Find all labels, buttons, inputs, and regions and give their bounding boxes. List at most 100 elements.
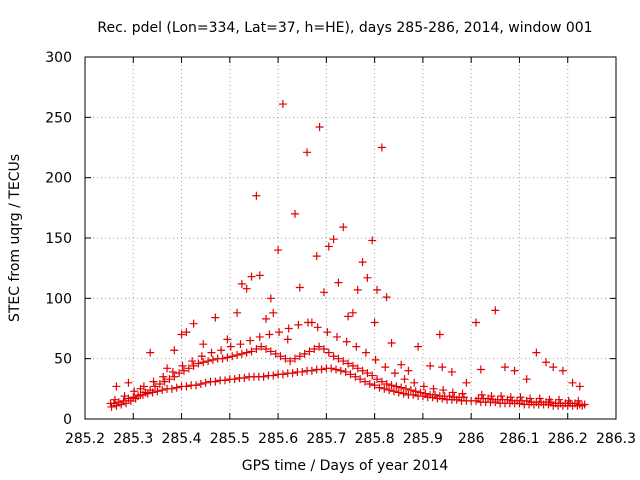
data-point	[290, 354, 299, 363]
data-point	[370, 318, 379, 327]
data-point	[313, 323, 322, 332]
data-point	[360, 377, 369, 386]
y-tick-label: 300	[45, 50, 72, 66]
data-point	[141, 388, 150, 397]
data-point	[295, 352, 304, 361]
data-point	[430, 390, 439, 399]
data-point	[542, 358, 551, 367]
data-point	[247, 272, 256, 281]
x-tick-label: 286.2	[548, 431, 588, 447]
data-point	[189, 319, 198, 328]
data-point	[298, 367, 307, 376]
grid-lines	[85, 57, 616, 419]
data-point	[404, 366, 413, 375]
data-point	[305, 347, 314, 356]
data-point	[283, 335, 292, 344]
data-point	[286, 357, 295, 366]
data-point	[252, 345, 261, 354]
data-point	[373, 375, 382, 384]
data-point	[240, 373, 249, 382]
data-point	[358, 258, 367, 267]
data-point	[246, 336, 255, 345]
data-point	[368, 236, 377, 245]
x-tick-label: 285.2	[65, 431, 105, 447]
data-point	[363, 273, 372, 282]
data-point	[487, 392, 496, 401]
data-point	[182, 382, 191, 391]
data-point	[295, 283, 304, 292]
data-point	[201, 378, 210, 387]
data-point	[416, 388, 425, 397]
data-point	[160, 377, 169, 386]
data-point	[315, 122, 324, 131]
data-point	[497, 392, 506, 401]
data-point	[120, 392, 129, 401]
data-point	[274, 246, 283, 255]
data-point	[208, 355, 217, 364]
data-point	[402, 384, 411, 393]
data-point	[324, 242, 333, 251]
data-point	[387, 338, 396, 347]
data-point	[194, 359, 203, 368]
x-tick-label: 285.4	[161, 431, 201, 447]
data-point	[184, 364, 193, 373]
data-point	[262, 314, 271, 323]
data-point	[389, 387, 398, 396]
data-point	[303, 148, 312, 157]
data-point	[259, 372, 268, 381]
data-point	[247, 347, 256, 356]
data-point	[414, 342, 423, 351]
y-tick-label: 150	[45, 231, 72, 247]
data-point	[397, 360, 406, 369]
data-point	[346, 370, 355, 379]
plot-frame	[84, 56, 617, 420]
data-point	[358, 366, 367, 375]
data-point	[400, 375, 409, 384]
data-point	[196, 380, 205, 389]
data-point	[168, 367, 177, 376]
data-point	[179, 366, 188, 375]
data-point	[149, 377, 158, 386]
data-point	[146, 386, 155, 395]
data-point	[329, 235, 338, 244]
data-point	[361, 348, 370, 357]
data-point	[284, 324, 293, 333]
data-point	[476, 365, 485, 374]
y-tick-label: 100	[45, 291, 72, 307]
y-tick-label: 250	[45, 110, 72, 126]
data-point	[381, 363, 390, 372]
data-point	[117, 400, 126, 409]
data-point	[204, 357, 213, 366]
data-point	[385, 386, 394, 395]
y-tick-label: 200	[45, 171, 72, 187]
data-point	[107, 402, 116, 411]
data-point	[158, 386, 167, 395]
data-point	[406, 386, 415, 395]
data-point	[411, 387, 420, 396]
data-point	[419, 382, 428, 391]
y-axis: 0 50 100 150 200 250 300	[45, 50, 616, 428]
data-point	[348, 361, 357, 370]
data-points	[106, 100, 589, 411]
data-point	[382, 293, 391, 302]
data-point	[252, 191, 261, 200]
data-point	[177, 330, 186, 339]
x-tick-label: 286.1	[499, 431, 539, 447]
data-point	[271, 349, 280, 358]
x-axis: 285.2 285.3 285.4 285.5 285.6 285.7 285.8 285.9…	[65, 57, 636, 447]
data-point	[290, 209, 299, 218]
data-point	[447, 367, 456, 376]
data-point	[324, 348, 333, 357]
data-point	[394, 388, 403, 397]
data-point	[278, 370, 287, 379]
data-point	[334, 278, 343, 287]
x-tick-label: 286.3	[596, 431, 636, 447]
data-point	[356, 375, 365, 384]
data-point	[228, 352, 237, 361]
x-tick-label: 286	[458, 431, 485, 447]
data-point	[255, 271, 264, 280]
data-point	[266, 347, 275, 356]
data-point	[375, 383, 384, 392]
data-point	[237, 349, 246, 358]
